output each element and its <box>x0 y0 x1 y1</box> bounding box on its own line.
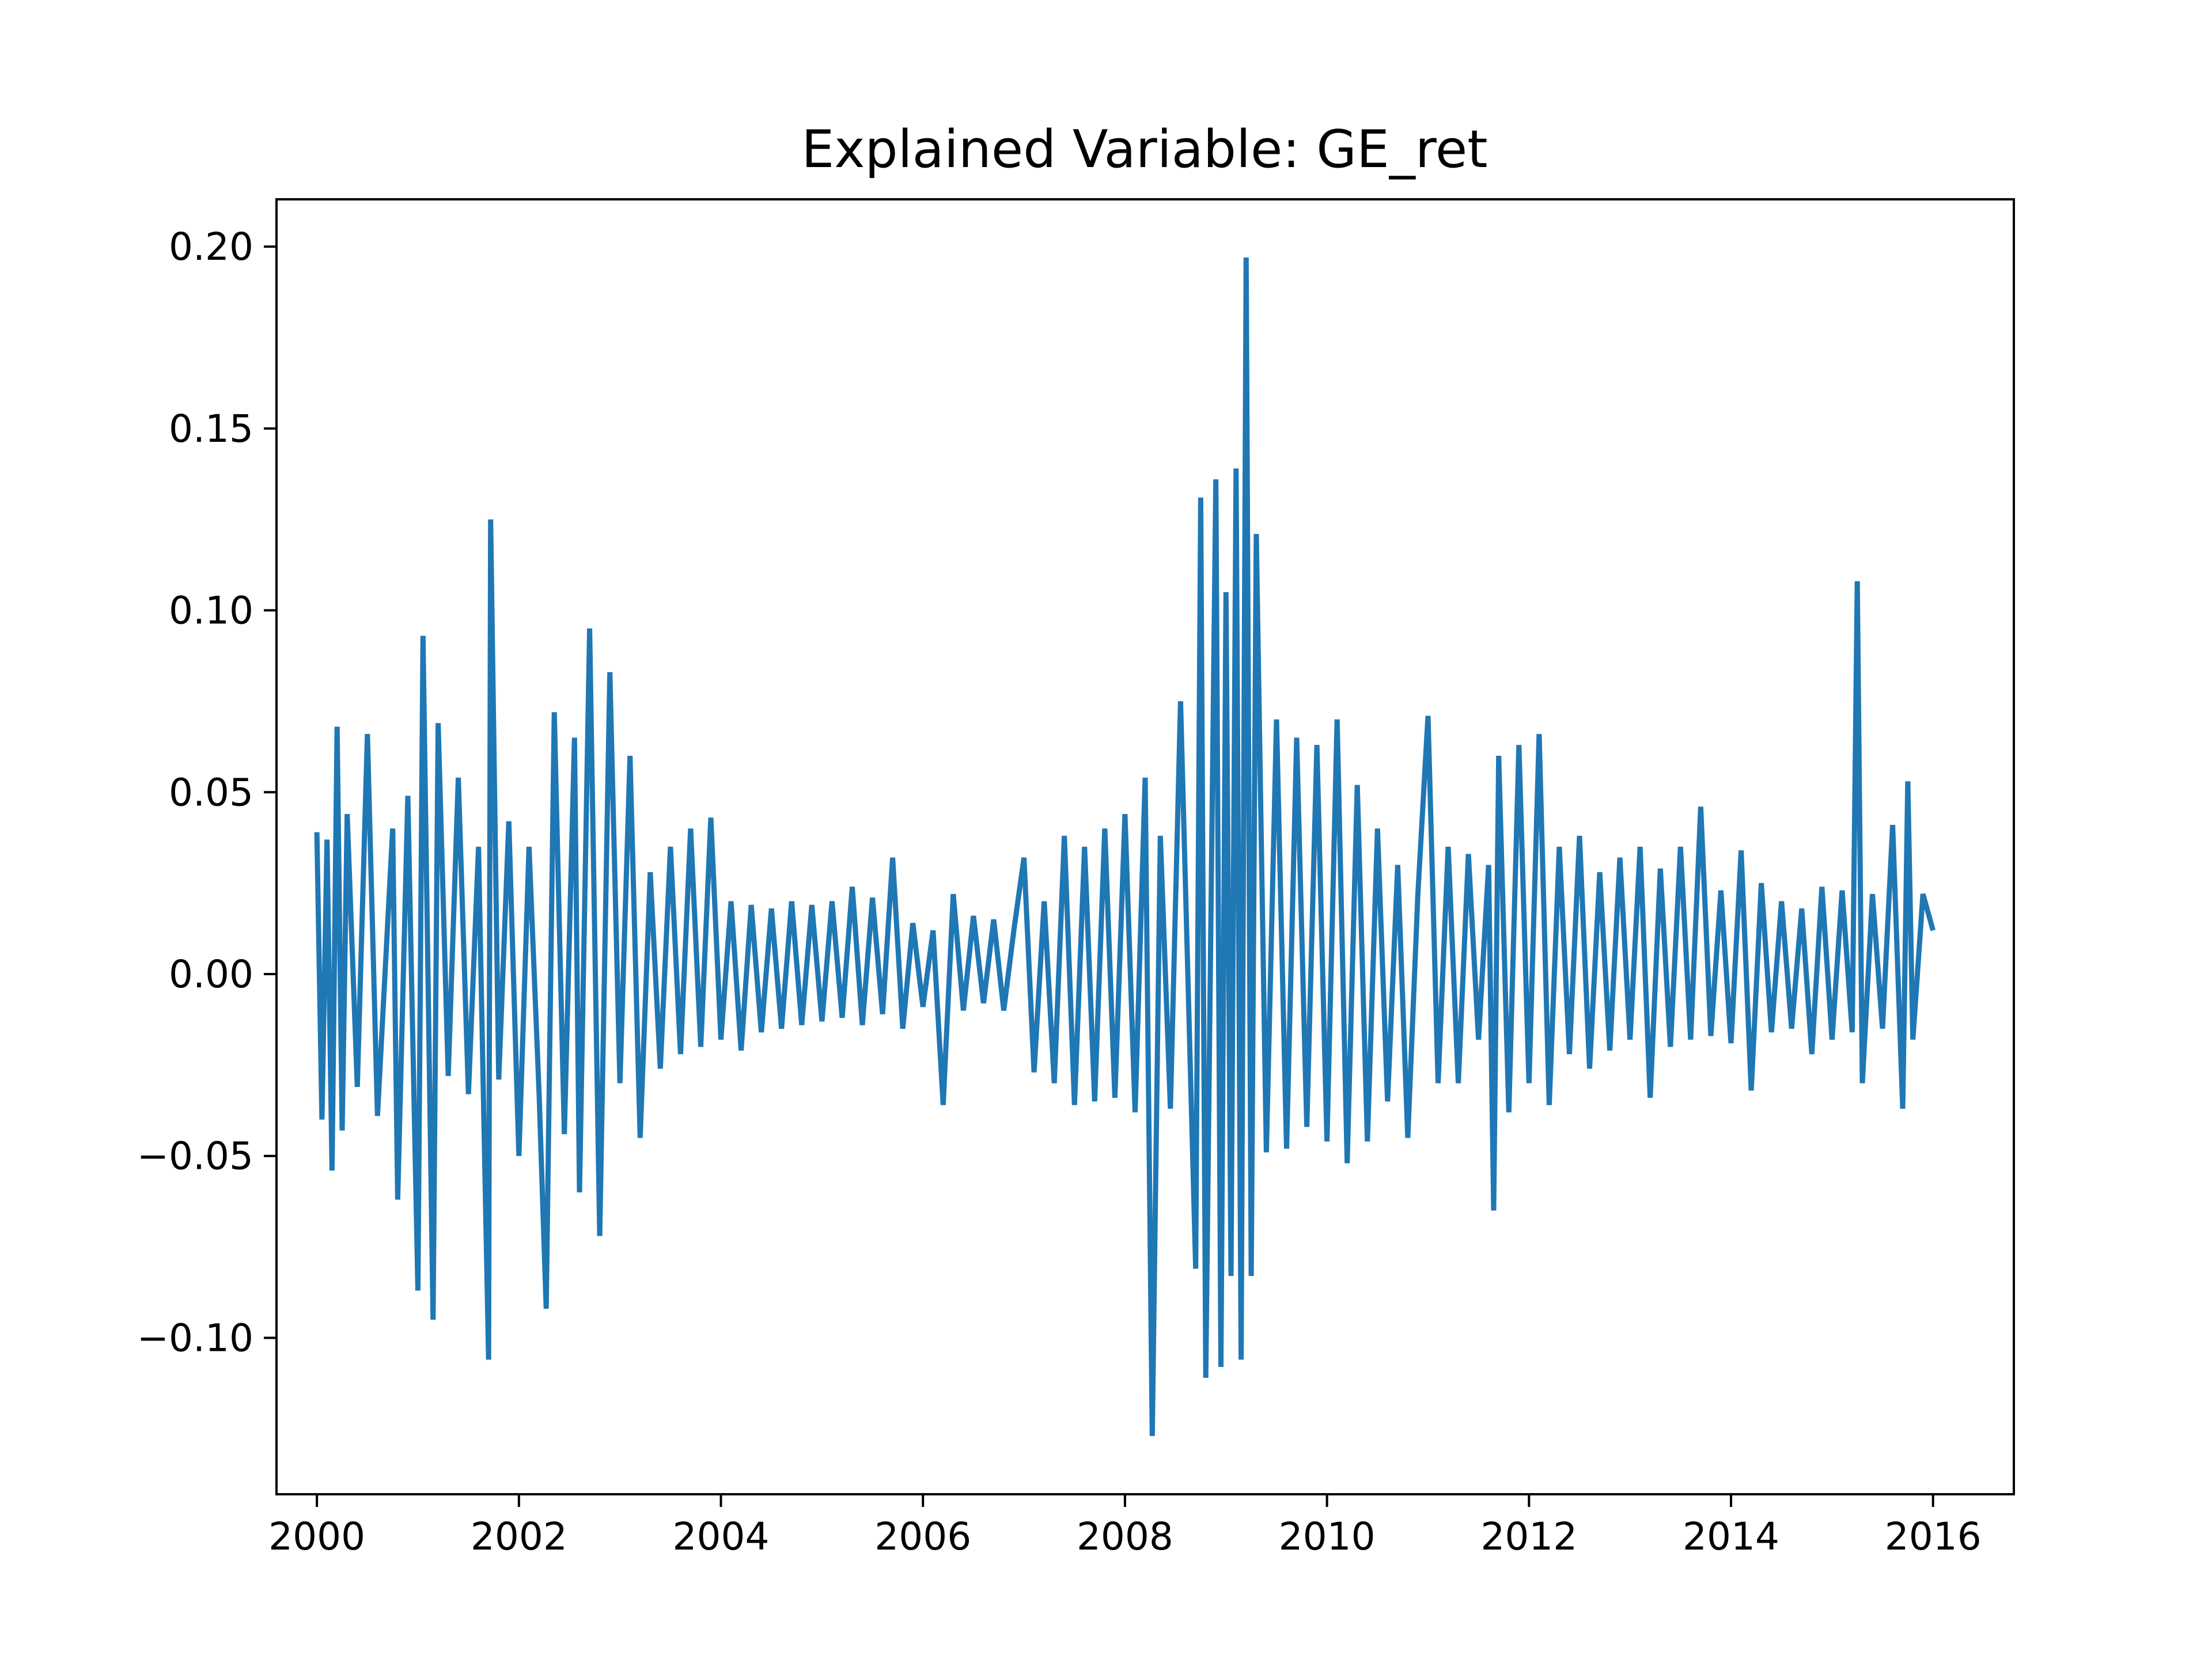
x-tick-label: 2012 <box>1480 1514 1577 1559</box>
chart-title: Explained Variable: GE_ret <box>801 119 1487 180</box>
x-tick-label: 2010 <box>1279 1514 1376 1559</box>
x-tick-label: 2016 <box>1885 1514 1982 1559</box>
x-tick-label: 2014 <box>1683 1514 1779 1559</box>
x-tick-label: 2002 <box>471 1514 567 1559</box>
plot-frame <box>275 198 2015 1495</box>
y-tick-label: 0.10 <box>169 589 253 633</box>
x-tick-label: 2000 <box>268 1514 365 1559</box>
y-tick-label: 0.05 <box>169 770 253 815</box>
y-tick-label: −0.10 <box>137 1316 253 1360</box>
series-layer <box>314 257 1936 1437</box>
y-tick-label: −0.05 <box>137 1134 253 1179</box>
x-axis: 2000 2002 2004 2006 2008 2010 2012 2014 2016 <box>268 1494 1982 1559</box>
y-tick-label: 0.15 <box>169 407 253 451</box>
series-line-0 <box>314 257 1936 1437</box>
x-tick-label: 2004 <box>673 1514 770 1559</box>
y-tick-label: 0.00 <box>169 952 253 997</box>
y-axis: −0.10 −0.05 0.00 0.05 0.10 0.15 0.20 <box>137 225 276 1360</box>
y-tick-label: 0.20 <box>169 225 253 269</box>
x-tick-label: 2008 <box>1077 1514 1173 1559</box>
x-tick-label: 2006 <box>874 1514 971 1559</box>
